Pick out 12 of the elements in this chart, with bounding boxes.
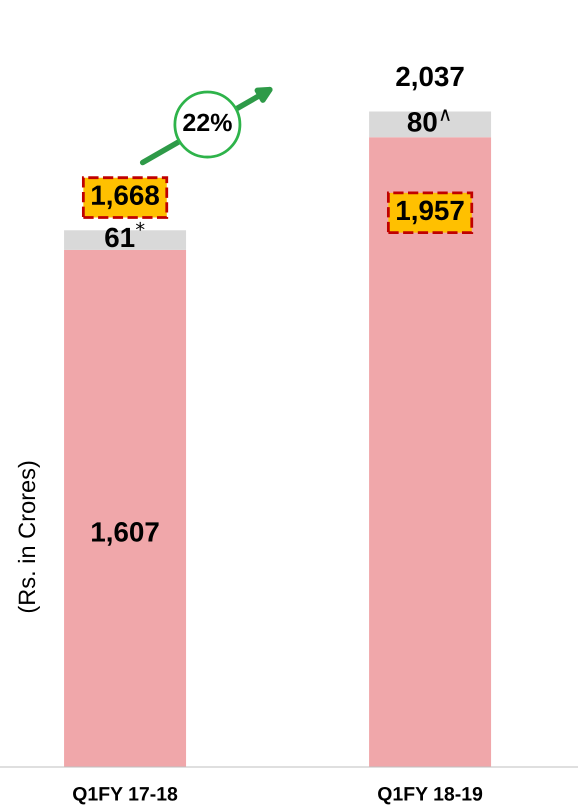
data-label: 1,607 (92, 522, 159, 546)
annotation: 22% (183, 114, 232, 132)
data-label: 80$^{∧}$ (408, 110, 450, 132)
bar (64, 250, 186, 767)
data-label: 1,957 (397, 200, 464, 224)
y-axis-title: (Rs. in Crores) (18, 462, 40, 612)
data-label: 61$^{*}$ (105, 222, 145, 248)
x-tick-label: Q1FY 17-18 (73, 786, 178, 804)
total-label: 2,037 (396, 66, 464, 90)
bar (369, 137, 492, 767)
x-tick-label: Q1FY 18-19 (378, 786, 482, 804)
total-label: 1,668 (92, 185, 159, 210)
